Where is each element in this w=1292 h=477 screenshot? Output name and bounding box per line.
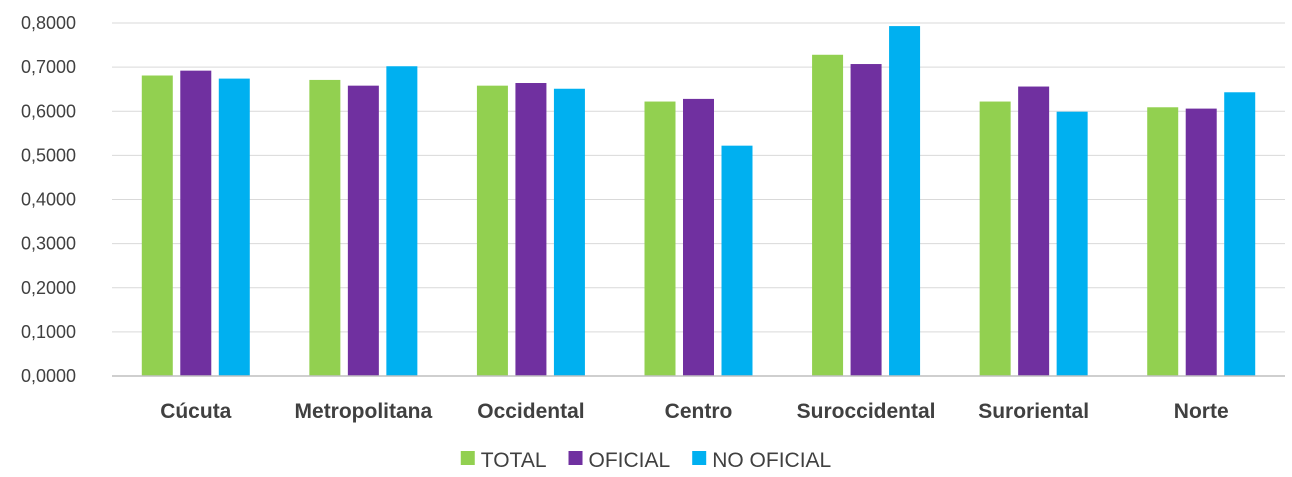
bar-no-oficial	[1224, 92, 1256, 377]
bar-total	[309, 79, 341, 376]
x-category-label: Metropolitana	[295, 400, 433, 423]
bar-no-oficial	[889, 26, 921, 377]
bar-oficial	[347, 85, 379, 376]
x-category-label: Suroccidental	[797, 400, 936, 423]
legend-item: NO OFICIAL	[692, 449, 831, 472]
x-category-label: Suroriental	[978, 400, 1089, 423]
legend-swatch	[460, 451, 475, 465]
bar-oficial	[1185, 108, 1217, 376]
bar-oficial	[180, 70, 212, 376]
x-category-label: Occidental	[477, 400, 584, 423]
bar-total	[141, 75, 173, 376]
bar-no-oficial	[721, 145, 753, 376]
y-tick-label: 0,2000	[21, 278, 76, 298]
y-tick-label: 0,1000	[21, 322, 76, 342]
y-tick-label: 0,3000	[21, 234, 76, 254]
legend-swatch	[692, 451, 707, 465]
legend-label: NO OFICIAL	[712, 449, 831, 472]
y-tick-label: 0,0000	[21, 366, 76, 386]
legend-item: TOTAL	[460, 449, 547, 472]
bar-no-oficial	[1056, 111, 1088, 376]
x-axis-categories: Cúcuta Metropolitana Occidental Centro Suroc…	[160, 400, 1228, 423]
bar-oficial	[683, 98, 714, 377]
bar-oficial	[850, 64, 882, 376]
y-tick-label: 0,7000	[21, 57, 76, 77]
y-tick-label: 0,6000	[21, 101, 76, 121]
y-axis-ticks: 0,0000 0,1000 0,2000 0,3000 0,4000 0,5000 0,60…	[21, 13, 76, 386]
bar-no-oficial	[218, 78, 250, 376]
legend-item: OFICIAL	[568, 449, 671, 472]
bar-oficial	[1018, 86, 1050, 376]
x-category-label: Cúcuta	[160, 400, 231, 423]
x-category-label: Centro	[665, 400, 733, 423]
bar-total	[644, 101, 676, 376]
bars	[141, 26, 1256, 377]
bar-total	[476, 85, 508, 376]
y-tick-label: 0,4000	[21, 190, 76, 210]
legend-label: OFICIAL	[589, 449, 671, 472]
bar-oficial	[515, 83, 547, 376]
bar-total	[979, 101, 1011, 376]
bar-total	[812, 54, 844, 377]
bar-no-oficial	[386, 66, 418, 377]
legend: TOTAL OFICIAL NO OFICIAL	[460, 449, 831, 472]
y-tick-label: 0,5000	[21, 145, 76, 165]
y-tick-label: 0,8000	[21, 13, 76, 33]
legend-label: TOTAL	[481, 449, 547, 472]
bar-no-oficial	[553, 88, 585, 376]
legend-swatch	[568, 451, 583, 465]
bar-total	[1147, 107, 1179, 376]
x-category-label: Norte	[1174, 400, 1229, 423]
